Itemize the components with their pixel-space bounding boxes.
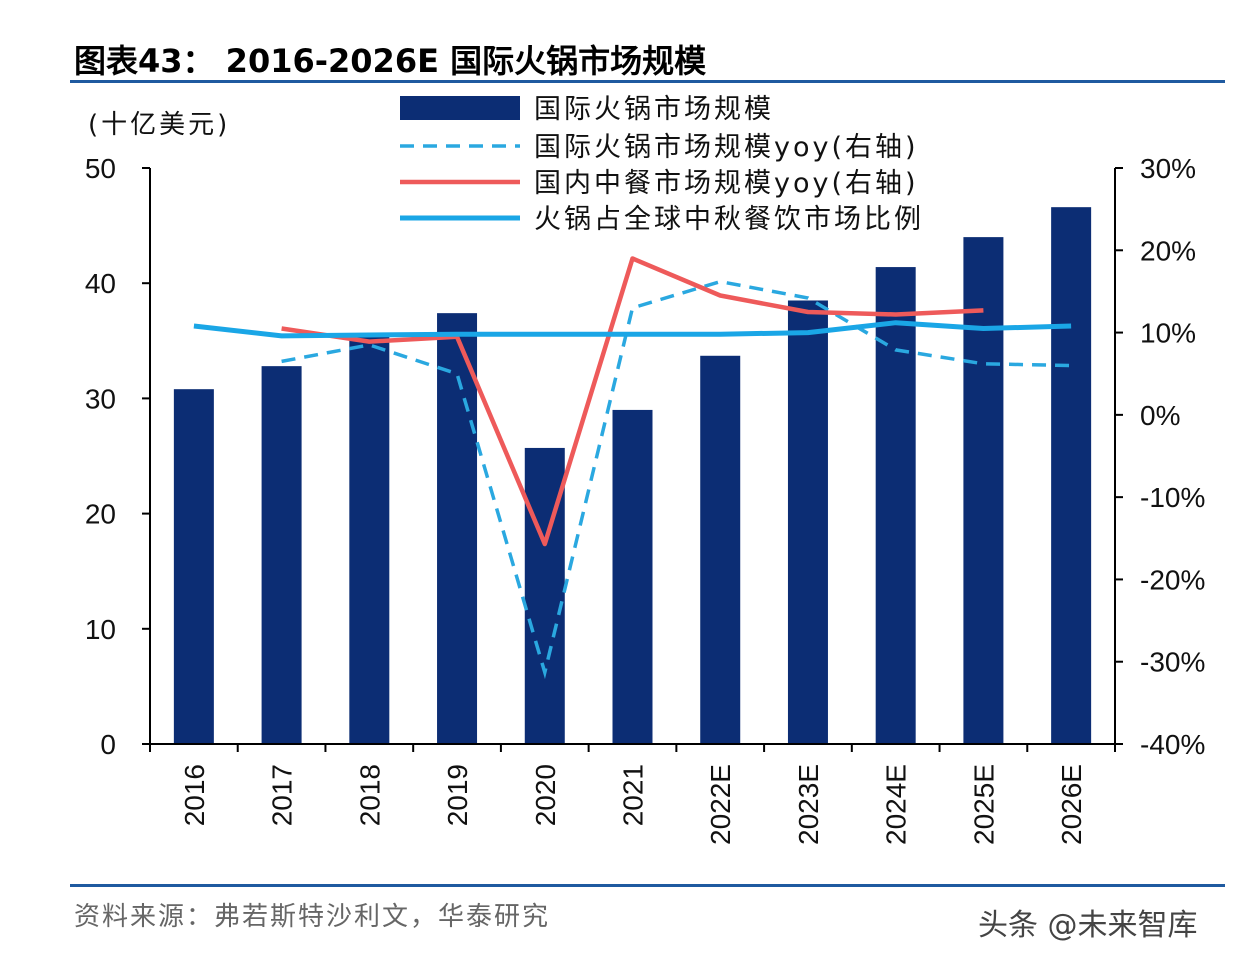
watermark: 头条 @未来智库 [978,908,1198,943]
right-tick-label: 30% [1140,153,1196,184]
bar-2019 [437,313,478,744]
x-tick-label: 2023E [793,764,824,845]
bar-2024E [875,267,916,744]
line-chinese-dining-yoy [281,256,984,547]
left-tick-label: 40 [85,268,116,299]
source-note: 资料来源：弗若斯特沙利文，华泰研究 [74,902,551,932]
line-hotpot-share [193,320,1072,339]
bottom-rule [70,884,1225,887]
x-tick-label: 2021 [618,764,649,826]
x-tick-label: 2020 [530,764,561,826]
x-tick-label: 2019 [442,764,473,826]
x-tick-label: 2017 [267,764,298,826]
x-tick-label: 2018 [354,764,385,826]
left-axis-unit: (十亿美元) [88,110,230,140]
bar-2021 [612,409,653,744]
bar-2016 [173,389,214,744]
right-tick-label: -20% [1140,564,1205,595]
top-rule [70,80,1225,83]
left-tick-label: 10 [85,614,116,645]
x-tick-label: 2026E [1056,764,1087,845]
right-tick-label: -40% [1140,729,1205,760]
left-tick-label: 20 [85,499,116,530]
right-tick-label: -10% [1140,482,1205,513]
x-tick-label: 2022E [705,764,736,845]
bar-2025E [963,237,1004,744]
x-tick-label: 2025E [968,764,999,845]
bar-2022E [700,355,741,744]
left-tick-label: 0 [100,729,116,760]
right-tick-label: 20% [1140,235,1196,266]
legend-label-hotpot-yoy: 国际火锅市场规模yoy(右轴) [534,132,919,163]
chart-title: 图表43： 2016-2026E 国际火锅市场规模 [74,42,707,80]
legend-label-bar: 国际火锅市场规模 [534,94,774,125]
bar-2026E [1051,207,1092,745]
right-tick-label: 10% [1140,318,1196,349]
x-tick-label: 2024E [881,764,912,845]
legend-swatch-bar [400,96,520,120]
bar-2018 [349,333,390,744]
right-tick-label: 0% [1140,400,1180,431]
bar-2023E [787,300,828,744]
left-tick-label: 50 [85,153,116,184]
legend-label-chinese-yoy: 国内中餐市场规模yoy(右轴) [534,168,919,199]
legend-label-hotpot-share: 火锅占全球中秋餐饮市场比例 [534,204,924,235]
left-tick-label: 30 [85,383,116,414]
x-tick-label: 2016 [179,764,210,826]
right-tick-label: -30% [1140,647,1205,678]
bar-2017 [261,366,302,744]
